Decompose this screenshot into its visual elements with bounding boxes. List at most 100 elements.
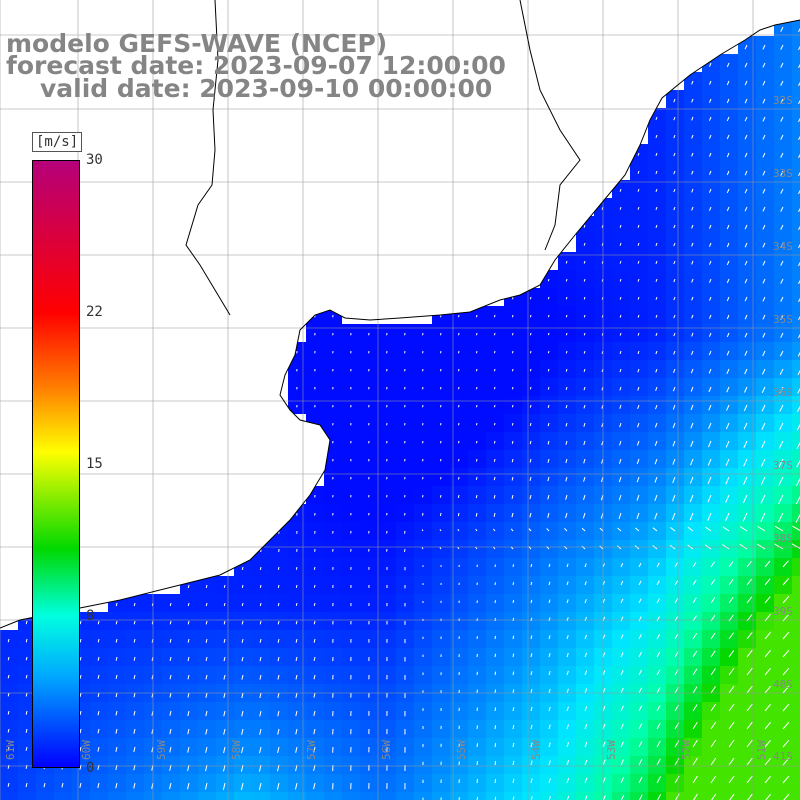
wind-arrow <box>421 547 424 550</box>
wind-cell <box>648 792 666 800</box>
wind-arrow <box>617 545 622 550</box>
wind-arrow <box>746 685 753 694</box>
wind-arrow <box>620 563 624 568</box>
longitude-label: 60W <box>80 740 93 760</box>
wind-arrow <box>761 386 766 394</box>
wind-arrow <box>169 746 172 753</box>
wind-arrow <box>779 368 784 375</box>
forecast-date: forecast date: 2023-09-07 12:00:00 <box>6 51 506 80</box>
wind-arrow <box>692 704 698 712</box>
wind-arrow <box>530 742 533 748</box>
wind-cell <box>432 792 450 800</box>
wind-arrow <box>780 296 784 302</box>
wind-cell <box>288 792 306 800</box>
wind-arrow <box>726 170 730 176</box>
wind-arrow <box>782 739 790 748</box>
wind-arrow <box>692 757 698 766</box>
wind-arrow <box>725 422 730 430</box>
wind-arrow <box>782 649 790 658</box>
wind-arrow <box>637 188 640 192</box>
wind-cell <box>540 792 558 800</box>
wind-arrow <box>691 188 694 193</box>
wind-cell <box>792 612 800 630</box>
wind-arrow <box>565 458 568 464</box>
wind-arrow <box>205 638 208 643</box>
wind-arrow <box>241 638 244 643</box>
wind-arrow <box>259 692 262 699</box>
wind-arrow <box>692 650 698 658</box>
wind-cell <box>792 450 800 468</box>
wind-cell <box>792 360 800 378</box>
wind-arrow <box>743 422 748 430</box>
wind-arrow <box>529 332 532 336</box>
wind-arrow <box>780 242 784 248</box>
wind-arrow <box>493 332 496 336</box>
wind-arrow <box>691 296 694 301</box>
wind-arrow <box>512 742 515 748</box>
wind-arrow <box>493 314 496 318</box>
wind-arrow <box>744 62 748 68</box>
wind-arrow <box>708 170 712 175</box>
wind-arrow <box>726 152 730 158</box>
wind-arrow <box>25 674 28 679</box>
wind-arrow <box>223 746 226 754</box>
wind-arrow <box>439 546 442 550</box>
wind-arrow <box>691 278 694 283</box>
wind-arrow <box>691 314 694 319</box>
wind-arrow <box>241 566 244 570</box>
wind-arrow <box>619 440 622 446</box>
wind-arrow <box>690 386 694 392</box>
wind-arrow <box>295 566 298 570</box>
wind-arrow <box>97 692 100 698</box>
wind-arrow <box>726 98 730 104</box>
wind-arrow <box>743 404 748 412</box>
wind-arrow <box>656 687 661 694</box>
latitude-label: 34S <box>773 240 793 253</box>
wind-arrow <box>548 688 551 694</box>
wind-arrow <box>133 620 136 625</box>
wind-arrow <box>655 386 658 391</box>
wind-arrow <box>529 512 532 518</box>
wind-arrow <box>511 494 514 499</box>
wind-arrow <box>277 638 280 643</box>
wind-arrow <box>548 742 551 748</box>
wind-arrow <box>259 602 262 607</box>
wind-arrow <box>187 638 190 643</box>
wind-arrow <box>655 116 658 121</box>
wind-arrow <box>619 206 622 210</box>
wind-arrow <box>547 278 550 282</box>
wind-arrow <box>726 260 730 266</box>
wind-arrow <box>708 98 712 103</box>
wind-cell <box>720 792 738 800</box>
wind-arrow <box>762 296 766 302</box>
wind-arrow <box>673 260 676 265</box>
wind-cell <box>792 252 800 270</box>
wind-arrow <box>780 152 784 158</box>
wind-arrow <box>672 458 676 465</box>
wind-arrow <box>655 332 658 336</box>
wind-arrow <box>673 188 676 193</box>
wind-arrow <box>620 759 625 766</box>
latitude-label: 38S <box>773 532 793 545</box>
wind-arrow <box>565 296 568 300</box>
wind-arrow <box>636 440 640 446</box>
colorbar-tick: 30 <box>86 152 103 168</box>
wind-arrow <box>511 422 514 426</box>
wind-cell <box>162 792 180 800</box>
wind-arrow <box>710 739 717 748</box>
wind-arrow <box>583 404 586 409</box>
wind-arrow <box>618 512 622 519</box>
wind-arrow <box>529 476 532 481</box>
wind-arrow <box>565 512 568 519</box>
wind-arrow <box>295 746 298 753</box>
wind-arrow <box>566 777 570 784</box>
wind-arrow <box>762 260 766 266</box>
wind-arrow <box>313 584 316 588</box>
wind-arrow <box>782 578 790 586</box>
wind-arrow <box>656 740 661 748</box>
wind-arrow <box>780 260 784 266</box>
wind-arrow <box>762 80 766 86</box>
wind-arrow <box>133 674 136 680</box>
wind-arrow <box>744 206 748 212</box>
wind-cell <box>468 792 486 800</box>
